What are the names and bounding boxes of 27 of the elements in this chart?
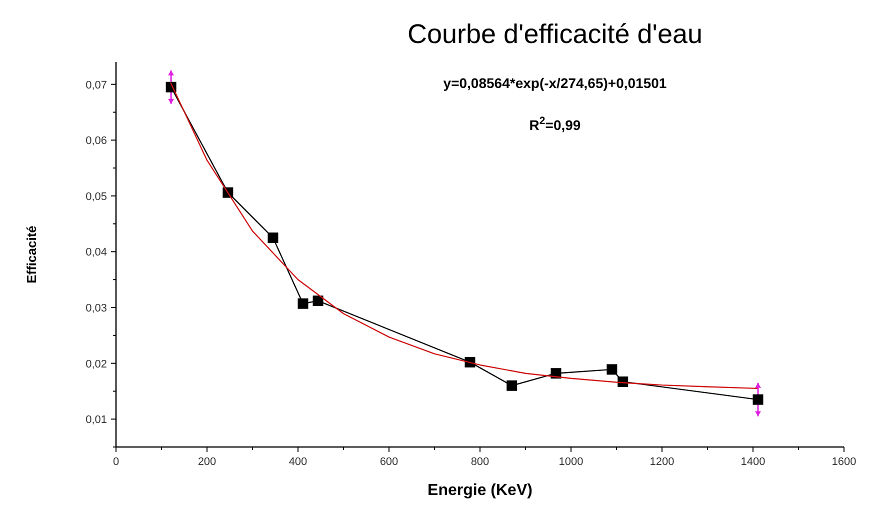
y-tick-label: 0,04 [86, 246, 107, 259]
point [752, 394, 764, 405]
x-tick-label: 1600 [832, 456, 856, 468]
annotation: y=0,08564*exp(-x/274,65)+0,01501 [443, 75, 667, 91]
x-tick-label: 1200 [650, 456, 674, 468]
point [268, 232, 278, 244]
x-tick-label: 0 [112, 456, 120, 468]
y-tick-label: 0,01 [86, 414, 107, 426]
y-tick-label: 0,02 [86, 358, 107, 370]
x-tick-label: 400 [288, 456, 308, 468]
point [606, 364, 618, 375]
y-tick-label: 0,03 [86, 302, 107, 315]
chart-title: Courbe d'efficacité d'eau [407, 19, 703, 49]
x-tick-label: 800 [470, 456, 490, 468]
x-tick-label: 1400 [740, 456, 766, 468]
x-axis-title: Energie (KeV) [428, 482, 532, 499]
x-tick-label: 200 [198, 456, 216, 468]
x-tick-label: 600 [380, 456, 398, 468]
y-tick-label: 0,07 [86, 79, 107, 92]
annotation: R$^{2}$=0,99 [529, 115, 581, 133]
y-tick-label: 0,05 [86, 190, 107, 203]
y-axis-title: Efficacité [24, 226, 39, 284]
point [506, 380, 518, 391]
point [312, 296, 324, 306]
y-tick-label: 0,06 [86, 135, 107, 148]
x-tick-label: 1000 [558, 456, 584, 468]
point [298, 298, 308, 309]
